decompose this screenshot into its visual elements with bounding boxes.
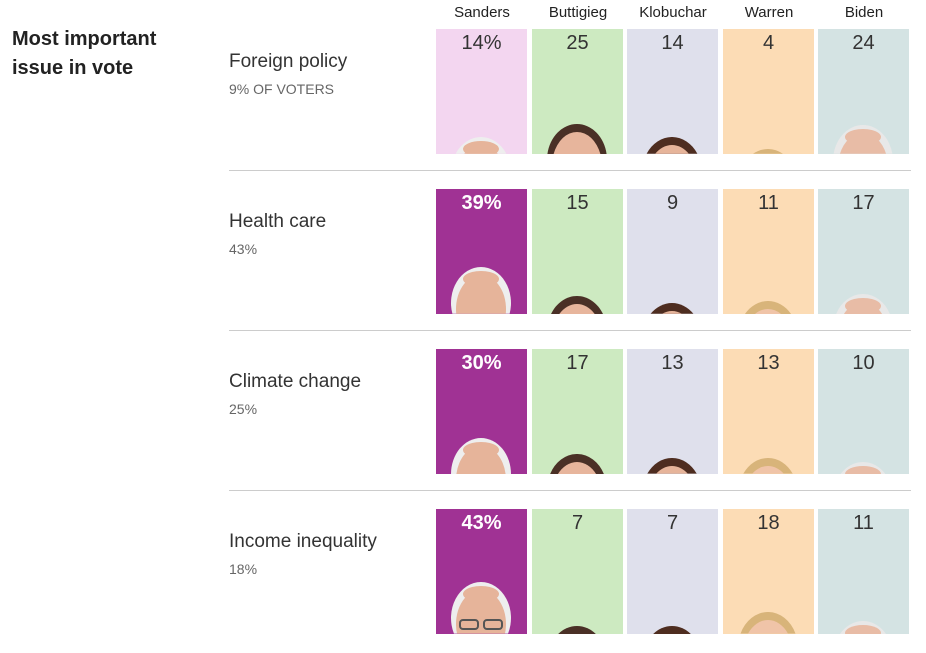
- column-header-klobuchar: Klobuchar: [639, 4, 707, 21]
- column-header-sanders: Sanders: [454, 4, 510, 21]
- candidate-portrait-icon: [652, 625, 692, 634]
- bar-value: 43%: [461, 512, 502, 534]
- column-header-warren: Warren: [744, 4, 794, 21]
- column-header-buttigieg: Buttigieg: [548, 4, 608, 21]
- row-voter-share: 43%: [229, 241, 258, 257]
- row-voter-share: 25%: [229, 401, 258, 417]
- bar-value: 15: [566, 192, 589, 214]
- candidate-portrait-icon: [740, 612, 796, 634]
- row-label: Health care: [229, 211, 327, 232]
- bar-cell-klobuchar: 9: [627, 189, 718, 314]
- bar-cell-warren: 18: [723, 509, 814, 634]
- bar-value: 9: [666, 192, 679, 214]
- bar-value: 11: [758, 192, 779, 214]
- bar-cell-biden: 10: [818, 349, 909, 474]
- candidate-portrait-icon: [833, 125, 893, 154]
- candidate-portrait-icon: [839, 620, 887, 634]
- bar-cell-buttigieg: 7: [532, 509, 623, 634]
- bar-cell-sanders: 39%: [436, 189, 527, 314]
- candidate-portrait-icon: [451, 582, 511, 634]
- bar-cell-warren: 13: [723, 349, 814, 474]
- bar-value: 17: [566, 352, 589, 374]
- bar-value: 25: [566, 32, 589, 54]
- row-label: Climate change: [229, 371, 362, 392]
- bar-cell-sanders: 14%: [436, 29, 527, 154]
- candidate-portrait-icon: [451, 267, 511, 314]
- bar-cell-klobuchar: 13: [627, 349, 718, 474]
- column-header-biden: Biden: [844, 4, 884, 21]
- candidate-portrait-icon: [835, 293, 891, 314]
- bar-value: 14: [661, 32, 684, 54]
- bar-cell-warren: 11: [723, 189, 814, 314]
- row-divider: [229, 170, 911, 171]
- candidate-portrait-icon: [647, 458, 697, 474]
- row-voter-share: 18%: [229, 561, 258, 577]
- candidate-portrait-icon: [549, 453, 605, 474]
- candidate-portrait-icon: [646, 137, 698, 154]
- bar-value: 14%: [461, 32, 502, 54]
- candidate-portrait-icon: [547, 124, 607, 154]
- bar-value: 39%: [461, 192, 502, 214]
- bar-value: 30%: [461, 352, 502, 374]
- row-divider: [229, 330, 911, 331]
- section-title: Most important issue in vote: [12, 28, 157, 79]
- bar-cell-sanders: 43%: [436, 509, 527, 634]
- row-label: Foreign policy: [229, 51, 348, 72]
- bar-cell-klobuchar: 14: [627, 29, 718, 154]
- bar-value: 24: [852, 32, 875, 54]
- bar-cell-buttigieg: 25: [532, 29, 623, 154]
- row-divider: [229, 490, 911, 491]
- bar-value: 7: [666, 512, 679, 534]
- bar-cell-biden: 11: [818, 509, 909, 634]
- candidate-portrait-icon: [650, 303, 694, 314]
- bar-value: 11: [853, 512, 874, 534]
- bar-value: 13: [757, 352, 780, 374]
- candidate-portrait-icon: [743, 458, 793, 474]
- row-voter-share: 9% OF VOTERS: [229, 81, 335, 97]
- bar-cell-sanders: 30%: [436, 349, 527, 474]
- candidate-portrait-icon: [557, 625, 597, 634]
- bar-cell-buttigieg: 17: [532, 349, 623, 474]
- candidate-portrait-icon: [744, 300, 792, 314]
- bar-cell-klobuchar: 7: [627, 509, 718, 634]
- candidate-portrait-icon: [753, 149, 783, 154]
- bar-value: 17: [852, 192, 875, 214]
- bar-value: 10: [852, 352, 875, 374]
- row-label: Income inequality: [229, 531, 377, 552]
- bar-cell-biden: 17: [818, 189, 909, 314]
- candidate-portrait-icon: [840, 462, 886, 474]
- bar-value: 4: [762, 32, 775, 54]
- bar-cell-warren: 4: [723, 29, 814, 154]
- candidate-portrait-icon: [451, 438, 511, 474]
- bar-value: 13: [661, 352, 684, 374]
- bar-cell-buttigieg: 15: [532, 189, 623, 314]
- bar-cell-biden: 24: [818, 29, 909, 154]
- bar-value: 7: [571, 512, 584, 534]
- candidate-portrait-icon: [455, 137, 507, 154]
- candidate-portrait-icon: [551, 296, 603, 314]
- bar-value: 18: [757, 512, 780, 534]
